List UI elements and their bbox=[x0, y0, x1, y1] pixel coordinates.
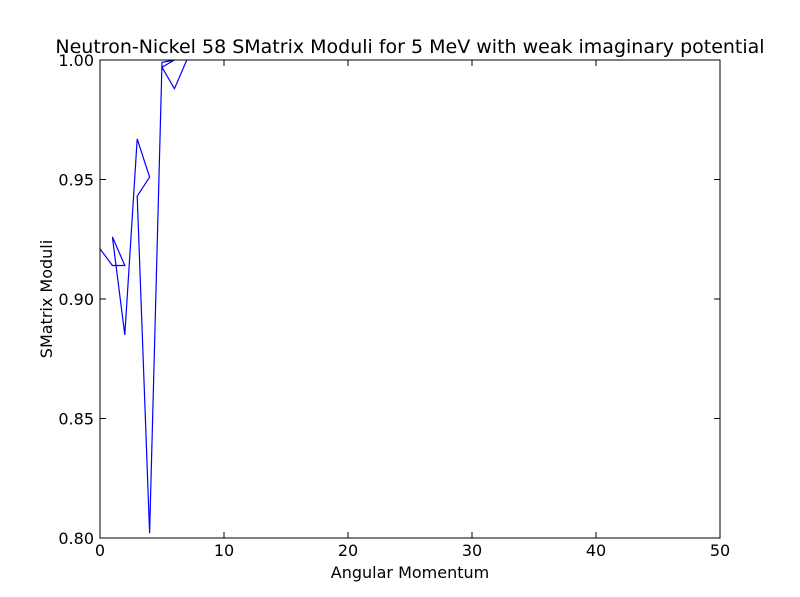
x-tick-label: 20 bbox=[338, 541, 358, 560]
x-tick-label: 50 bbox=[710, 541, 730, 560]
y-tick-label: 1.00 bbox=[58, 51, 94, 70]
y-tick-label: 0.95 bbox=[58, 171, 94, 190]
plot-area bbox=[100, 60, 720, 538]
ticks: 0 10 20 30 40 50 0.80 0.85 0.90 0.95 1.00 bbox=[58, 51, 730, 560]
y-tick-label: 0.90 bbox=[58, 290, 94, 309]
series-line bbox=[99, 59, 188, 534]
y-tick-label: 0.85 bbox=[58, 410, 94, 429]
x-tick-label: 40 bbox=[586, 541, 606, 560]
chart-title: Neutron-Nickel 58 SMatrix Moduli for 5 M… bbox=[55, 36, 764, 58]
x-tick-label: 30 bbox=[462, 541, 482, 560]
x-tick-label: 0 bbox=[95, 541, 105, 560]
x-tick-label: 10 bbox=[214, 541, 234, 560]
y-axis-label: SMatrix Moduli bbox=[37, 240, 56, 358]
x-axis-label: Angular Momentum bbox=[331, 563, 489, 582]
y-tick-label: 0.80 bbox=[58, 529, 94, 548]
plot-frame bbox=[99, 59, 721, 539]
series-layer bbox=[99, 59, 188, 534]
